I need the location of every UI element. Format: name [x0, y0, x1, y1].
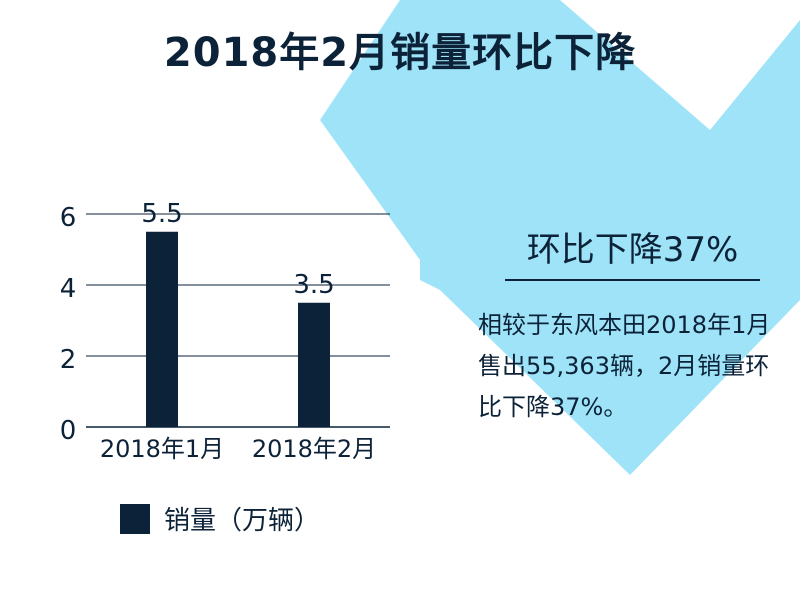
bar: [298, 302, 330, 427]
x-tick-label: 2018年1月: [100, 435, 224, 463]
callout-heading: 环比下降37%: [505, 222, 760, 281]
arrow-shape: [320, 0, 800, 475]
bar: [146, 231, 178, 427]
y-tick-label: 2: [60, 345, 77, 375]
legend-label: 销量（万辆）: [164, 506, 321, 536]
y-tick-label: 4: [60, 274, 77, 304]
page-title: 2018年2月销量环比下降: [163, 30, 637, 76]
y-tick-label: 6: [60, 203, 77, 233]
callout-body: 相较于东风本田2018年1月售出55,363辆，2月销量环比下降37%。: [478, 311, 771, 421]
x-tick-label: 2018年2月: [252, 435, 376, 463]
data-label: 3.5: [293, 270, 334, 300]
chart-legend: 销量（万辆）: [120, 500, 320, 537]
data-label: 5.5: [141, 199, 182, 229]
legend-swatch: [120, 503, 150, 534]
y-tick-label: 0: [60, 416, 77, 446]
